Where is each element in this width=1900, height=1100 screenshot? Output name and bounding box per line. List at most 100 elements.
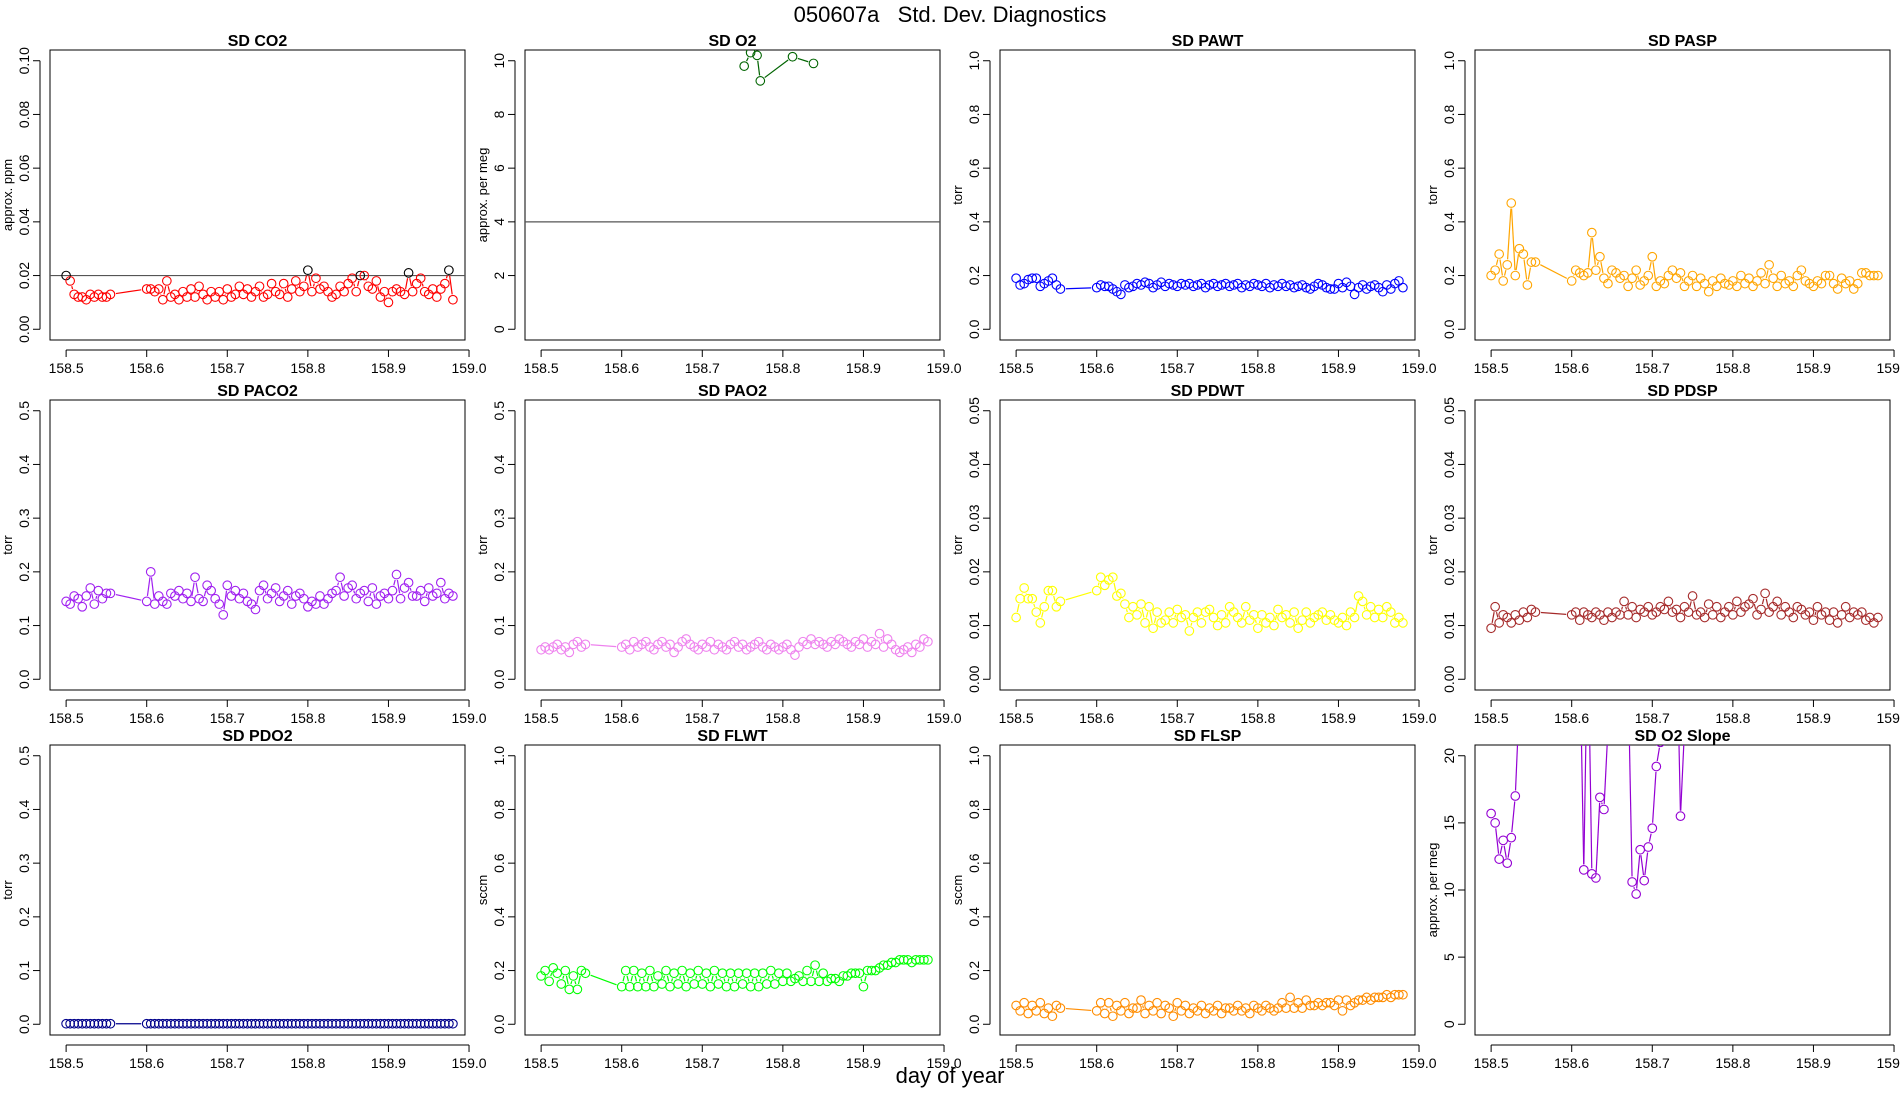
data-point bbox=[1675, 811, 1686, 822]
data-point bbox=[383, 297, 394, 308]
data-point bbox=[858, 981, 869, 992]
series-segment bbox=[1523, 259, 1528, 280]
series-segment bbox=[1620, 679, 1625, 684]
data-point bbox=[1055, 1003, 1066, 1013]
data-point bbox=[773, 968, 784, 979]
data-point bbox=[1043, 585, 1054, 596]
y-tick-label: 0.10 bbox=[16, 47, 32, 74]
data-point bbox=[1832, 284, 1843, 294]
data-point bbox=[1172, 997, 1183, 1008]
data-point bbox=[1365, 601, 1376, 612]
series-segment bbox=[276, 593, 279, 597]
data-point bbox=[1643, 270, 1654, 281]
data-point bbox=[1675, 612, 1686, 623]
series-segment bbox=[421, 283, 424, 287]
series-segment bbox=[634, 975, 638, 982]
data-point bbox=[1530, 607, 1541, 617]
plot-area bbox=[1486, 198, 1883, 297]
plot-area bbox=[61, 567, 458, 620]
y-tick-label: 0.8 bbox=[966, 105, 982, 125]
series-segment bbox=[449, 275, 453, 295]
series-segment bbox=[731, 978, 734, 982]
data-point bbox=[1574, 615, 1585, 626]
x-tick-label: 158.5 bbox=[999, 360, 1034, 376]
y-tick-label: 0.8 bbox=[966, 800, 982, 820]
plot-frame bbox=[1474, 744, 1891, 1036]
data-point bbox=[315, 591, 325, 601]
data-point bbox=[1486, 808, 1496, 819]
data-point bbox=[1647, 823, 1658, 834]
x-tick-label: 158.8 bbox=[1715, 360, 1750, 376]
x-tick-label: 158.8 bbox=[1715, 710, 1750, 726]
series-segment bbox=[1258, 619, 1261, 624]
series-segment bbox=[682, 975, 686, 982]
plot-area bbox=[1011, 572, 1408, 636]
data-point bbox=[1337, 1005, 1348, 1016]
series-segment bbox=[396, 579, 401, 594]
data-point bbox=[1313, 278, 1324, 289]
data-point bbox=[1124, 612, 1134, 623]
series-segment bbox=[860, 978, 863, 982]
y-tick-label: 0.1 bbox=[491, 616, 507, 636]
series-segment bbox=[1495, 259, 1499, 265]
y-axis-label: sccm bbox=[475, 875, 490, 905]
y-tick-label: 0.2 bbox=[966, 266, 982, 286]
x-tick-label: 158.5 bbox=[524, 360, 559, 376]
x-tick-label: 158.9 bbox=[371, 360, 406, 376]
y-tick-label: 1.0 bbox=[966, 746, 982, 766]
data-point bbox=[1852, 278, 1863, 289]
data-point bbox=[1027, 273, 1038, 284]
x-tick-label: 158.5 bbox=[49, 710, 84, 726]
data-point bbox=[1394, 989, 1404, 1000]
y-tick-label: 0.03 bbox=[1441, 504, 1457, 531]
series-segment bbox=[256, 595, 259, 605]
y-tick-label: 0.6 bbox=[966, 853, 982, 873]
data-point bbox=[1055, 596, 1066, 607]
data-point bbox=[1035, 618, 1046, 628]
data-point bbox=[1836, 609, 1847, 620]
data-point bbox=[444, 265, 454, 276]
data-point bbox=[1624, 671, 1633, 680]
data-point bbox=[923, 636, 933, 647]
y-tick-label: 8 bbox=[491, 110, 507, 118]
x-tick-label: 159.0 bbox=[452, 710, 487, 726]
series-segment bbox=[1113, 582, 1117, 591]
data-point bbox=[198, 596, 208, 607]
plot-area bbox=[525, 50, 940, 223]
panel-sd-paco2: SD PACO2 torr 158.5 158.6 158.7 158.8 158.9 159… bbox=[0, 383, 487, 726]
data-point bbox=[1591, 873, 1601, 883]
data-point bbox=[311, 273, 321, 284]
data-point bbox=[1760, 588, 1770, 599]
data-point bbox=[1684, 617, 1693, 626]
x-tick-label: 159.0 bbox=[1877, 1055, 1900, 1071]
data-point bbox=[1764, 259, 1774, 270]
y-tick-label: 0.3 bbox=[16, 508, 32, 528]
panel-sd-pdwt: SD PDWT torr 158.5 158.6 158.7 158.8 158.9 159.… bbox=[950, 383, 1437, 726]
series-segment bbox=[284, 288, 287, 292]
series-segment bbox=[1540, 264, 1568, 279]
y-axis-label: torr bbox=[0, 880, 15, 900]
data-point bbox=[1148, 623, 1158, 634]
y-tick-label: 10 bbox=[491, 53, 507, 69]
series-segment bbox=[1125, 609, 1128, 613]
data-point bbox=[1494, 249, 1505, 259]
series-segment bbox=[393, 579, 396, 586]
x-tick-label: 158.7 bbox=[1635, 360, 1670, 376]
data-point bbox=[1103, 997, 1114, 1008]
series-segment bbox=[1514, 745, 1519, 791]
data-point bbox=[653, 971, 663, 981]
plot-frame bbox=[49, 744, 466, 1036]
data-point bbox=[1506, 832, 1517, 843]
y-tick-label: 0.0 bbox=[966, 319, 982, 339]
data-point bbox=[657, 979, 667, 989]
data-point bbox=[1824, 270, 1835, 281]
y-tick-label: 15 bbox=[1441, 815, 1457, 831]
series-segment bbox=[1608, 627, 1612, 723]
data-point bbox=[77, 601, 88, 612]
x-tick-label: 158.6 bbox=[1079, 710, 1114, 726]
series-segment bbox=[115, 289, 142, 295]
data-point bbox=[790, 650, 800, 660]
x-tick-label: 158.6 bbox=[129, 360, 164, 376]
data-point bbox=[149, 599, 160, 609]
data-point bbox=[1760, 278, 1770, 289]
